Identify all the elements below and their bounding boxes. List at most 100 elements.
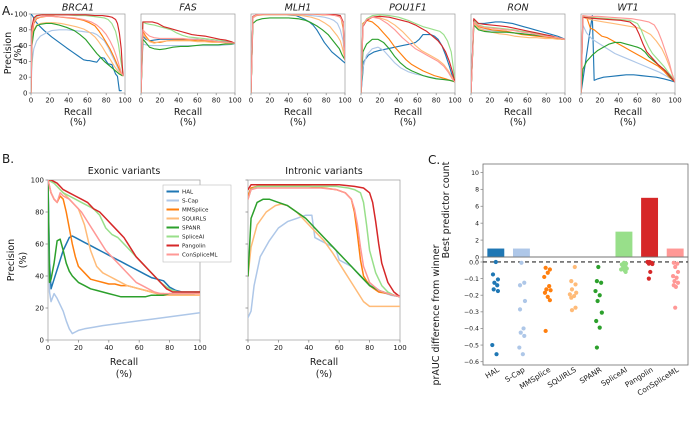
strip-point <box>595 298 600 304</box>
series-line-spliceai <box>581 15 675 93</box>
series-line-conspliceml <box>581 15 675 93</box>
bar-y-tick-label: 2 <box>475 237 479 244</box>
x-axis-unit: (%) <box>180 117 196 128</box>
strip-point <box>670 274 676 279</box>
panel-a-subplot-fas: FAS 0 20 40 60 80 100 Recall(%) <box>139 3 242 129</box>
x-tick-label: 20 <box>74 344 83 352</box>
panel-a-subplot-pou1f1: POU1F1 0 20 40 60 80 100 Recall(%) <box>359 3 462 129</box>
panel-c-letter: C. <box>428 153 441 167</box>
svg-text:Precision: Precision <box>3 32 14 74</box>
strip-group-squirls <box>567 264 579 313</box>
strip-point <box>517 283 523 288</box>
bar-pangolin[interactable] <box>641 197 659 257</box>
series-line-pangolin <box>361 15 455 93</box>
x-tick-label: 60 <box>523 97 532 105</box>
strip-y-tick-label: −0.2 <box>464 293 479 300</box>
x-tick-label: 80 <box>165 344 174 352</box>
x-tick-label: 0 <box>46 344 50 352</box>
strip-point <box>648 269 653 275</box>
panel-c-bar-subplot: 0 2 4 6 8 10 Best predictor count <box>441 161 689 261</box>
x-tick-label: 40 <box>64 97 73 105</box>
strip-point <box>569 295 574 300</box>
x-tick-label: 40 <box>614 97 623 105</box>
bar-conspliceml[interactable] <box>666 248 684 257</box>
strip-point <box>490 272 496 277</box>
y-tick-label: 40 <box>35 273 44 281</box>
strip-group-hal <box>490 259 501 357</box>
x-tick-label: 40 <box>394 97 403 105</box>
strip-group-mmsplice <box>542 265 553 334</box>
strip-y-tick-label: 0.0 <box>469 259 479 266</box>
strip-point <box>547 267 552 272</box>
series-line-spliceai <box>31 14 124 93</box>
x-tick-label: 100 <box>558 97 571 105</box>
panel-b-subplot-exonic: Exonic variants 0 20 40 60 80 100 0 20 40 60 80 100 R… <box>31 166 207 380</box>
strip-point <box>517 345 522 350</box>
strip-point <box>542 290 548 295</box>
bar-y-tick-label: 6 <box>475 204 479 211</box>
category-label-squirls: SQUIRLS <box>546 365 578 390</box>
strip-point <box>574 290 579 295</box>
panel-a-letter: A. <box>2 4 14 18</box>
strip-point <box>545 294 550 299</box>
series-line-spanr <box>581 41 675 93</box>
panel-a-subplot-ron: RON 0 20 40 60 80 100 Recall(%) <box>469 3 572 129</box>
x-tick-label: 80 <box>652 97 661 105</box>
x-axis-title: Recall <box>64 107 92 118</box>
strip-point <box>569 287 575 292</box>
series-line-s-cap <box>251 14 345 93</box>
subplot-title: Intronic variants <box>285 166 363 177</box>
legend[interactable]: HAL S-Cap MMSplice SQUIRLS SPANR SpliceAI Pang… <box>162 184 232 263</box>
x-tick-label: 100 <box>118 97 131 105</box>
strip-point <box>672 278 677 284</box>
legend-label-conspliceml: ConSpliceML <box>182 253 218 259</box>
series-line-spliceai <box>251 14 345 93</box>
series-line-conspliceml <box>141 29 235 93</box>
bar-s-cap[interactable] <box>512 248 530 257</box>
x-tick-label: 40 <box>304 344 313 352</box>
x-tick-label: 20 <box>45 97 54 105</box>
strip-point <box>573 305 578 310</box>
series-line-spanr <box>141 38 235 93</box>
strip-point <box>543 265 548 270</box>
strip-point <box>495 277 501 282</box>
series-line-conspliceml <box>48 180 200 295</box>
strip-point <box>675 280 681 285</box>
x-tick-label: 60 <box>135 344 144 352</box>
strip-point <box>522 333 527 339</box>
x-axis-title: Recall <box>110 357 138 368</box>
bar-spliceai[interactable] <box>615 231 633 257</box>
bar-hal[interactable] <box>487 248 505 257</box>
series-line-hal <box>251 14 345 93</box>
legend-label-pangolin: Pangolin <box>182 244 206 250</box>
x-axis-unit: (%) <box>316 369 332 380</box>
strip-point <box>569 278 574 284</box>
strip-point <box>597 293 602 298</box>
x-axis-unit: (%) <box>70 117 86 128</box>
x-tick-label: 40 <box>104 344 113 352</box>
strip-point <box>548 288 553 293</box>
x-tick-label: 20 <box>595 97 604 105</box>
series-line-s-cap <box>48 180 200 335</box>
x-tick-label: 40 <box>504 97 513 105</box>
strip-y-tick-label: −0.5 <box>464 342 479 349</box>
strip-point <box>594 345 599 350</box>
strip-y-axis-title: prAUC difference from winner <box>431 244 442 385</box>
y-tick-label: 80 <box>19 26 28 34</box>
x-axis-title: Recall <box>504 107 532 118</box>
x-tick-label: 20 <box>485 97 494 105</box>
subplot-title: FAS <box>179 3 196 14</box>
series-line-spanr <box>361 38 455 93</box>
series-line-pangolin <box>141 21 235 93</box>
strip-point <box>671 260 676 265</box>
x-tick-label: 0 <box>29 97 33 105</box>
x-tick-label: 80 <box>102 97 111 105</box>
panel-b-subplot-intronic: Intronic variants 0 20 40 60 80 100 Recall(%) <box>245 166 407 380</box>
series-line-pangolin <box>48 180 200 293</box>
x-axis-unit: (%) <box>290 117 306 128</box>
strip-point <box>599 310 604 315</box>
series-line-conspliceml <box>361 16 455 93</box>
strip-point <box>545 270 550 275</box>
strip-point <box>673 284 678 290</box>
strip-point <box>646 276 651 281</box>
